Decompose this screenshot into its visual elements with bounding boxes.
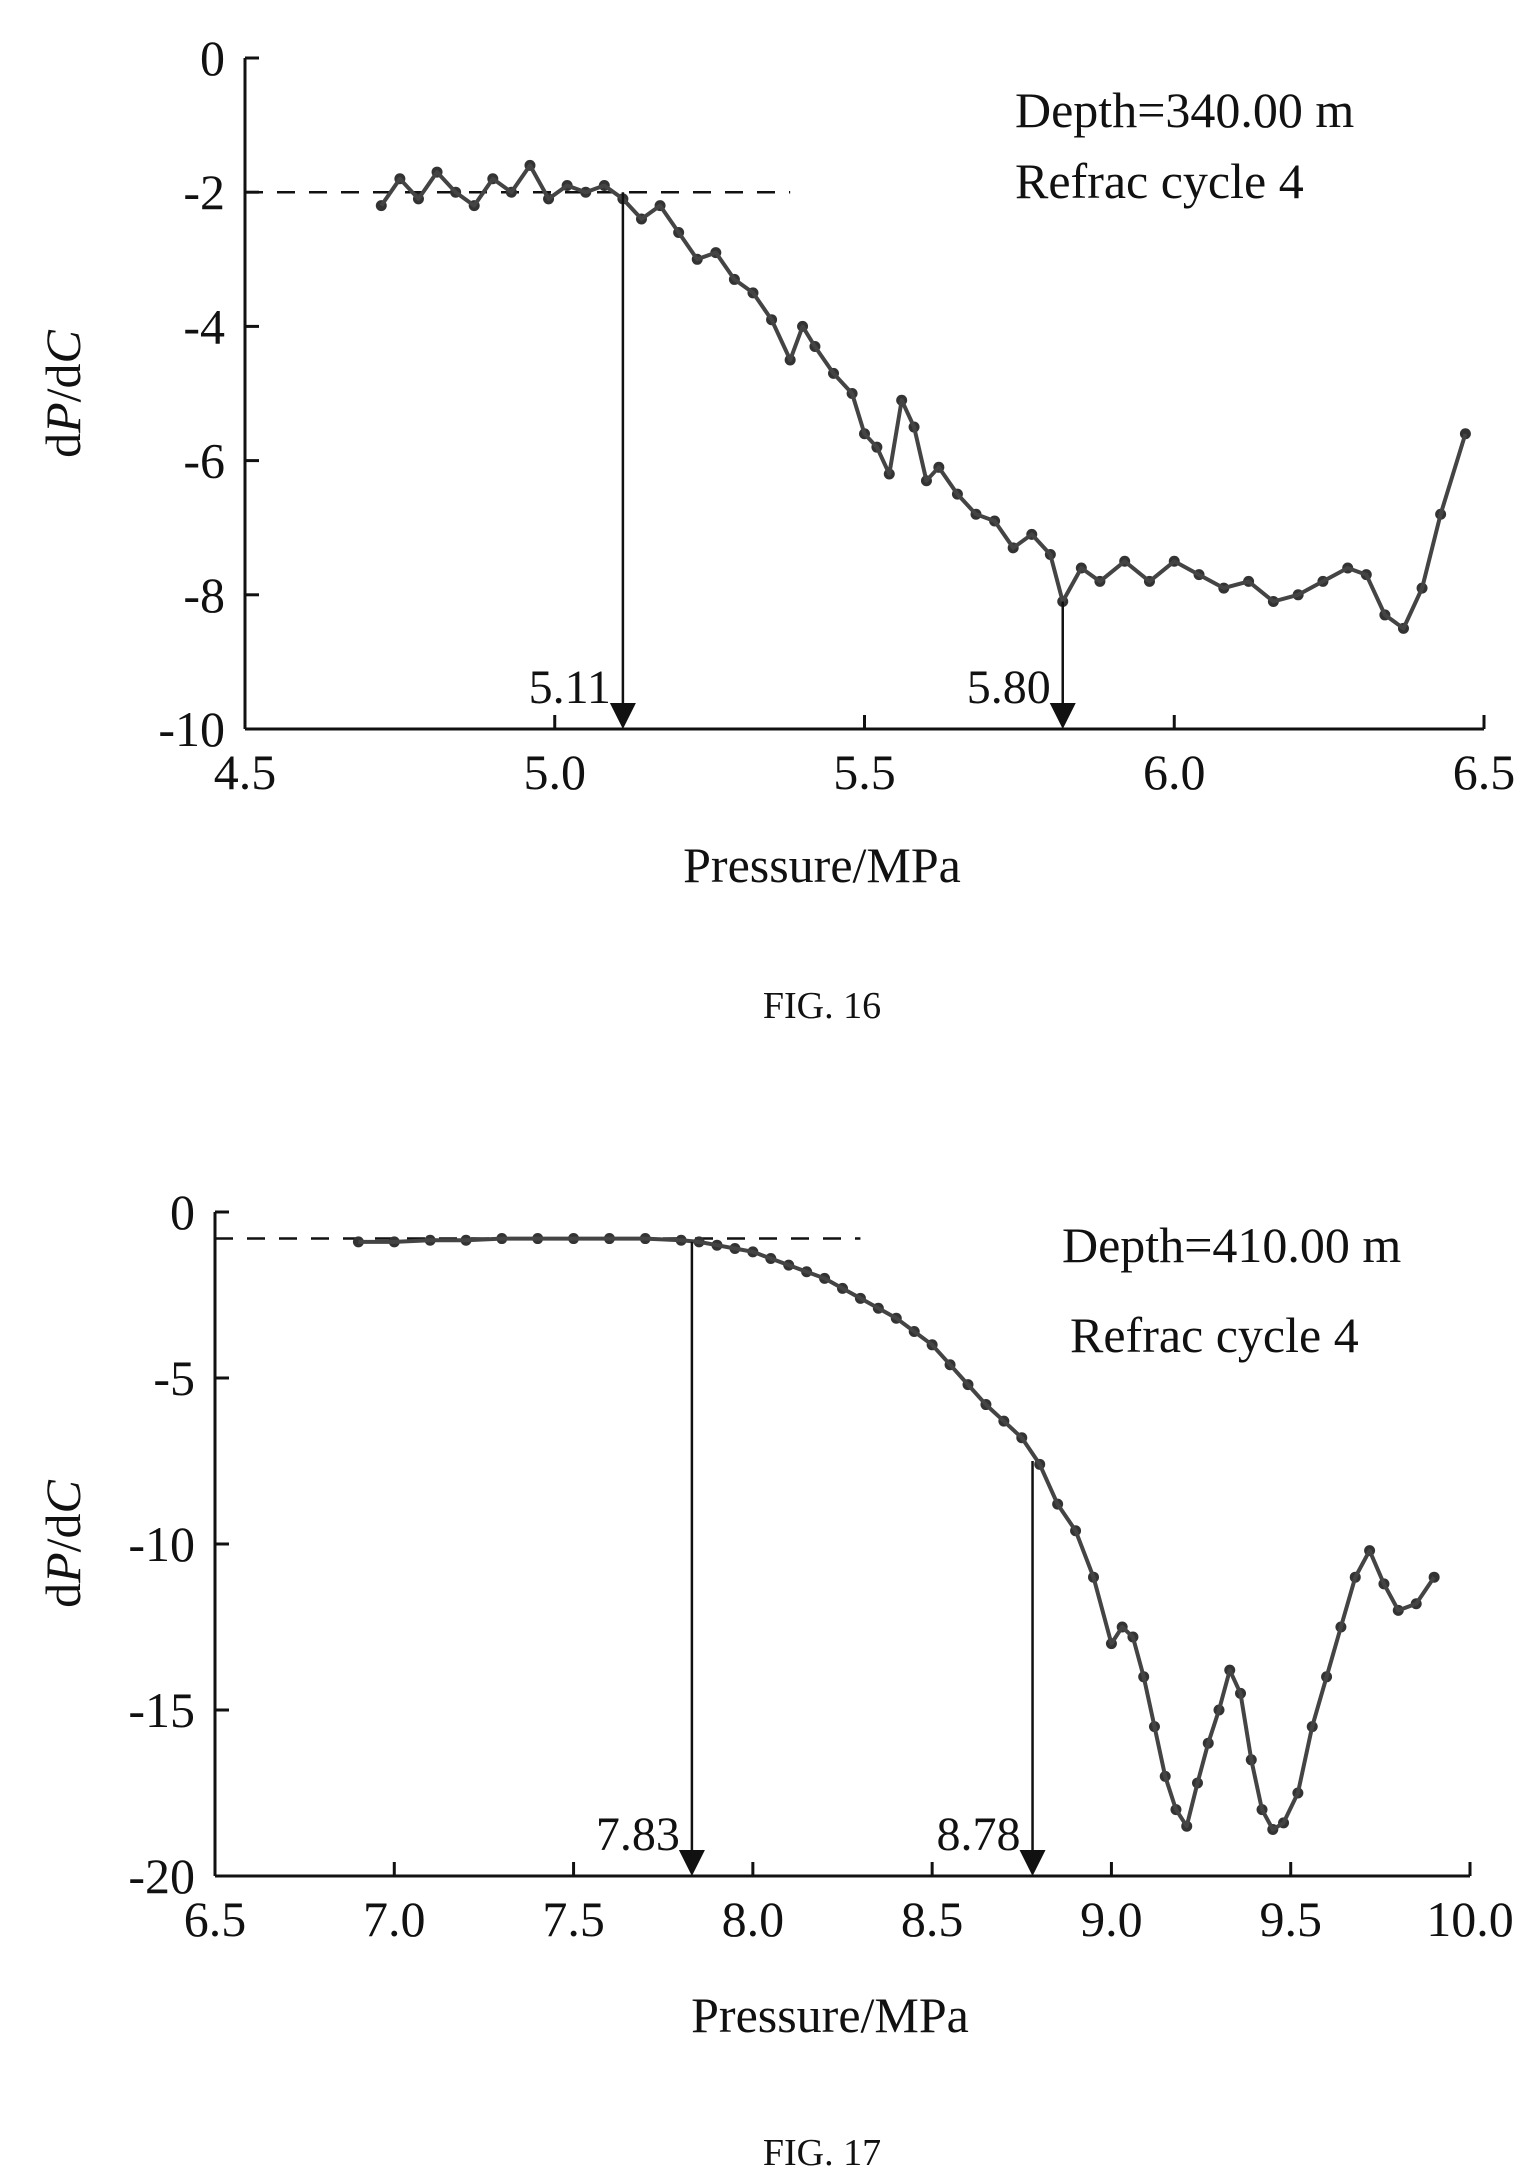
fig16-ylabel-d: d [35,433,91,458]
fig17-marker-label: 8.78 [937,1808,1021,1861]
fig16-x-tick-label: 6.0 [1143,744,1206,800]
fig17-marker-arrowhead [678,1850,705,1876]
fig17-data-trace [358,1236,1436,1832]
fig17-x-tick-label: 6.5 [184,1891,247,1947]
fig17-ylabel-slash: /d [35,1513,91,1552]
fig16-ticks: 4.5 5.0 5.5 6.0 6.5 0 -2 -4 -6 -8 -10 [158,30,1515,800]
fig16-y-tick-label: -4 [183,298,225,354]
fig16-markers: 5.11 5.80 [529,192,1076,729]
fig17-x-tick-label: 8.0 [722,1891,785,1947]
fig17-x-tick-label: 7.5 [542,1891,605,1947]
fig16-annotation-cycle: Refrac cycle 4 [1015,153,1304,209]
chart-fig16: 5.11 5.80 4.5 5.0 5.5 6.0 6.5 0 -2 -4 -6 -8 -10 Dep… [35,30,1515,1027]
fig17-markers: 7.83 8.78 [596,1241,1046,1876]
fig17-y-tick-label: 0 [170,1184,195,1240]
fig17-ticks: 6.5 7.0 7.5 8.0 8.5 9.0 9.5 10.0 0 -5 -10 -15 -20 [128,1184,1513,1947]
fig17-y-tick-label: -10 [128,1516,195,1572]
fig16-annotation-depth: Depth=340.00 m [1015,82,1354,138]
fig17-x-tick-label: 9.5 [1259,1891,1322,1947]
fig16-y-tick-label: -10 [158,701,225,757]
fig17-y-axis-title: dP/dC [35,1479,91,1607]
fig16-x-tick-label: 4.5 [214,744,277,800]
fig16-x-tick-label: 6.5 [1453,744,1516,800]
fig17-x-tick-label: 7.0 [363,1891,426,1947]
fig16-ylabel-c: C [35,329,91,363]
fig16-marker-label: 5.80 [967,661,1051,714]
fig16-y-tick-label: -2 [183,164,225,220]
fig16-y-tick-label: 0 [200,30,225,86]
fig17-x-axis-title: Pressure/MPa [691,1987,969,2043]
fig17-y-tick-label: -5 [153,1350,195,1406]
fig17-y-tick-label: -20 [128,1848,195,1904]
fig16-marker-arrowhead [609,703,636,729]
fig17-x-tick-label: 8.5 [901,1891,964,1947]
fig17-ylabel-d: d [35,1583,91,1608]
fig17-ylabel-p: P [35,1552,91,1584]
fig16-ylabel-p: P [35,402,91,434]
fig16-x-axis-title: Pressure/MPa [683,837,961,893]
fig16-marker-arrowhead [1049,703,1076,729]
fig17-x-tick-label: 9.0 [1080,1891,1143,1947]
fig16-y-tick-label: -8 [183,567,225,623]
fig16-marker-label: 5.11 [529,661,611,714]
fig17-y-tick-label: -15 [128,1682,195,1738]
fig17-x-tick-label: 10.0 [1426,1891,1514,1947]
fig16-data-points [375,159,1471,634]
chart-fig17: 7.83 8.78 6.5 7.0 7.5 8.0 8.5 9.0 9.5 10.0 0 -5 -10… [35,1184,1514,2174]
fig17-ylabel-c: C [35,1479,91,1513]
fig17-annotation-cycle: Refrac cycle 4 [1070,1307,1359,1363]
fig16-caption: FIG. 16 [763,985,881,1027]
fig17-data-points [352,1233,1440,1836]
fig17-marker-arrowhead [1019,1850,1046,1876]
fig16-x-tick-label: 5.5 [833,744,896,800]
fig17-marker-label: 7.83 [596,1808,680,1861]
fig17-annotation-depth: Depth=410.00 m [1062,1217,1401,1273]
fig16-data-trace [379,163,1468,631]
fig16-y-axis-title: dP/dC [35,329,91,457]
fig16-y-tick-label: -6 [183,433,225,489]
fig16-ylabel-slash: /d [35,363,91,402]
fig17-caption: FIG. 17 [763,2132,881,2174]
fig16-x-tick-label: 5.0 [524,744,587,800]
